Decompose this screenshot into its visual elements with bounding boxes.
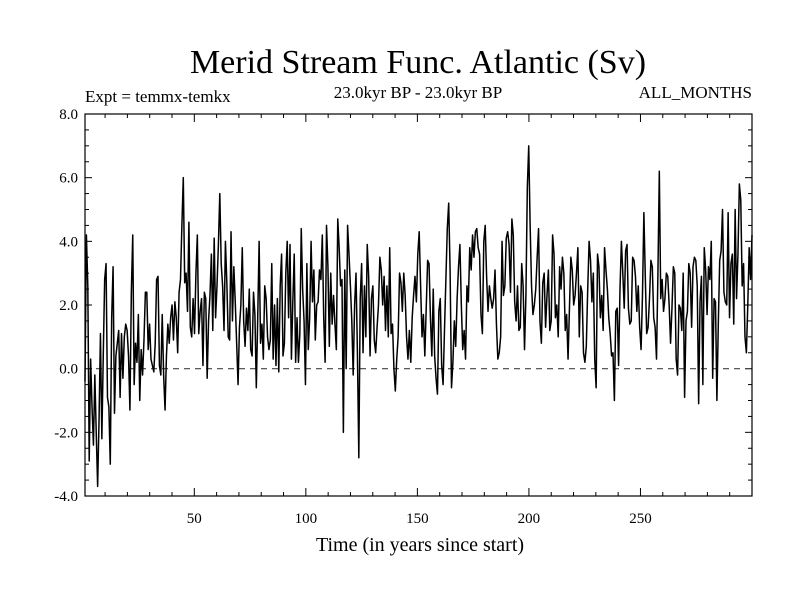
- x-tick-label: 150: [406, 511, 429, 527]
- y-tick-label: 0.0: [59, 362, 78, 378]
- y-tick-label: -2.0: [54, 425, 78, 441]
- plot-frame: [84, 113, 753, 497]
- x-tick-label: 250: [629, 511, 652, 527]
- y-tick-label: 8.0: [59, 107, 78, 123]
- x-tick-label: 50: [187, 511, 202, 527]
- data-series: [84, 145, 753, 488]
- period-label: 23.0kyr BP - 23.0kyr BP: [334, 83, 502, 102]
- x-tick-label: 100: [295, 511, 318, 527]
- chart-title: Merid Stream Func. Atlantic (Sv): [190, 44, 646, 81]
- x-axis-label: Time (in years since start): [316, 534, 524, 556]
- y-tick-label: 2.0: [59, 298, 78, 314]
- y-tick-label: 4.0: [59, 234, 78, 250]
- y-tick-label: 6.0: [59, 171, 78, 187]
- x-axis: 50 100 150 200 250: [104, 114, 731, 527]
- y-tick-label: -4.0: [54, 489, 78, 505]
- experiment-label: Expt = temmx-temkx: [85, 87, 231, 106]
- months-label: ALL_MONTHS: [639, 83, 752, 102]
- series-line: [84, 145, 753, 488]
- x-tick-label: 200: [518, 511, 541, 527]
